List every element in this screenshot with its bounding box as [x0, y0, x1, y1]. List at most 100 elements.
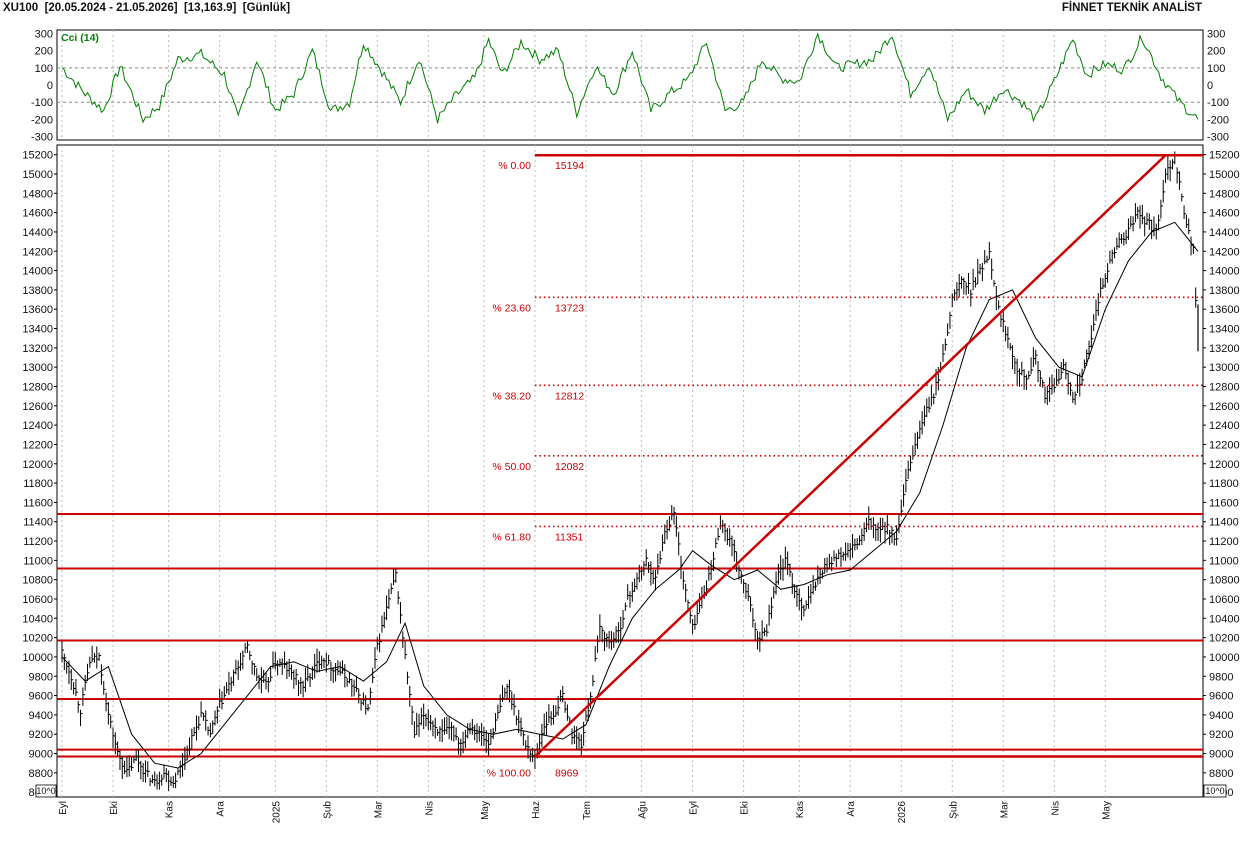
- price-tick-label: 13000: [22, 362, 53, 374]
- x-tick-label: Ara: [216, 801, 227, 817]
- price-tick-label: 13600: [1209, 304, 1240, 316]
- price-tick-label: 9800: [29, 671, 53, 683]
- cci-tick-label: -200: [31, 114, 53, 126]
- price-tick-label: 14400: [1209, 227, 1240, 239]
- x-tick-label: Mar: [999, 800, 1010, 818]
- price-tick-label: 14800: [1209, 188, 1240, 200]
- cci-tick-label: -300: [31, 132, 53, 144]
- price-tick-label: 14600: [1209, 208, 1240, 220]
- cci-tick-label: -100: [31, 97, 53, 109]
- fib-value-label: 12082: [555, 461, 584, 473]
- x-tick-label: Mar: [373, 800, 384, 818]
- cci-tick-label: 100: [1207, 63, 1225, 75]
- price-tick-label: 12200: [22, 439, 53, 451]
- price-tick-label: 9200: [29, 729, 53, 741]
- cci-tick-label: 300: [1207, 28, 1225, 40]
- cci-line: [61, 32, 1199, 124]
- price-tick-label: 10200: [22, 633, 53, 645]
- price-tick-label: 11400: [23, 517, 53, 529]
- x-tick-label: May: [480, 801, 491, 820]
- fib-value-label: 13723: [555, 302, 584, 314]
- price-tick-label: 9400: [29, 710, 53, 722]
- price-tick-label: 8800: [29, 768, 53, 780]
- brand-label: FİNNET TEKNİK ANALİST: [1061, 2, 1202, 14]
- price-tick-label: 11400: [1209, 517, 1239, 529]
- price-tick-label: 15200: [22, 150, 53, 162]
- fib-value-label: 15194: [555, 160, 584, 172]
- fib-pct-label: % 100.00: [487, 768, 532, 780]
- price-tick-label: 12000: [1209, 459, 1240, 471]
- price-tick-label: 9600: [29, 691, 53, 703]
- x-tick-label: Nis: [1050, 801, 1061, 815]
- fib-pct-label: % 0.00: [498, 160, 531, 172]
- cci-tick-label: 200: [35, 46, 53, 58]
- fib-pct-label: % 38.20: [492, 390, 531, 402]
- price-tick-label: 11000: [23, 555, 53, 567]
- price-tick-label: 13200: [1209, 343, 1240, 355]
- fib-value-label: 11351: [555, 531, 584, 543]
- price-tick-label: 13800: [22, 285, 53, 297]
- x-tick-label: Kas: [165, 801, 176, 818]
- price-tick-label: 14800: [22, 188, 53, 200]
- price-tick-label: 11200: [1209, 536, 1239, 548]
- price-tick-label: 10000: [1209, 652, 1240, 664]
- symbol-label: XU100: [3, 2, 39, 14]
- scale-label-right: 10^0: [1205, 786, 1224, 796]
- price-tick-label: 10800: [1209, 575, 1240, 587]
- price-tick-label: 11000: [1209, 555, 1239, 567]
- cci-tick-label: 0: [47, 80, 53, 92]
- price-tick-label: 12600: [22, 401, 53, 413]
- price-tick-label: 12400: [1209, 420, 1240, 432]
- cci-tick-label: -200: [1207, 114, 1229, 126]
- price-tick-label: 10400: [22, 613, 53, 625]
- date-range: [20.05.2024 - 21.05.2026]: [44, 2, 178, 14]
- x-tick-label: Eyl: [58, 801, 69, 815]
- cci-tick-label: 200: [1207, 46, 1225, 58]
- x-tick-label: Şub: [322, 801, 333, 819]
- price-tick-label: 9000: [29, 749, 53, 761]
- price-tick-label: 13000: [1209, 362, 1240, 374]
- x-tick-label: May: [1101, 801, 1112, 820]
- price-tick-label: 13400: [1209, 324, 1240, 336]
- scale-label-left: 10^0: [36, 786, 55, 796]
- price-tick-label: 10600: [22, 594, 53, 606]
- x-tick-label: Haz: [531, 801, 542, 819]
- x-tick-label: Eki: [109, 801, 120, 815]
- price-tick-label: 11800: [1209, 478, 1239, 490]
- x-tick-label: 2026: [897, 801, 908, 824]
- scale-box-right: [1203, 784, 1227, 798]
- cci-tick-label: 300: [35, 28, 53, 40]
- price-tick-label: 14200: [22, 246, 53, 258]
- x-tick-label: Ara: [846, 801, 857, 817]
- x-tick-label: 2025: [271, 801, 282, 824]
- price-tick-label: 14200: [1209, 246, 1240, 258]
- price-tick-label: 9400: [1209, 710, 1233, 722]
- price-tick-label: 15000: [1209, 169, 1240, 181]
- price-tick-label: 8800: [1209, 768, 1233, 780]
- price-tick-label: 11600: [23, 497, 53, 509]
- price-tick-label: 13800: [1209, 285, 1240, 297]
- price-tick-label: 9200: [1209, 729, 1233, 741]
- x-tick-label: Eki: [740, 801, 751, 815]
- cci-tick-label: 100: [35, 63, 53, 75]
- price-panel-frame: [56, 144, 1204, 798]
- fib-value-label: 8969: [555, 768, 579, 780]
- price-tick-label: 9600: [1209, 691, 1233, 703]
- price-tick-label: 12400: [22, 420, 53, 432]
- price-tick-label: 9800: [1209, 671, 1233, 683]
- fib-value-label: 12812: [555, 390, 584, 402]
- price-tick-label: 9000: [1209, 749, 1233, 761]
- price-tick-label: 13600: [22, 304, 53, 316]
- cci-title: Cci (14): [61, 32, 99, 44]
- cci-tick-label: -300: [1207, 132, 1229, 144]
- x-tick-label: Şub: [948, 801, 959, 819]
- fib-trend-line: [534, 154, 1167, 758]
- price-tick-label: 13200: [22, 343, 53, 355]
- price-tick-label: 15200: [1209, 150, 1240, 162]
- price-tick-label: 10600: [1209, 594, 1240, 606]
- price-tick-label: 10400: [1209, 613, 1240, 625]
- x-tick-label: Kas: [795, 801, 806, 818]
- last-price: [13,163.9]: [183, 2, 237, 14]
